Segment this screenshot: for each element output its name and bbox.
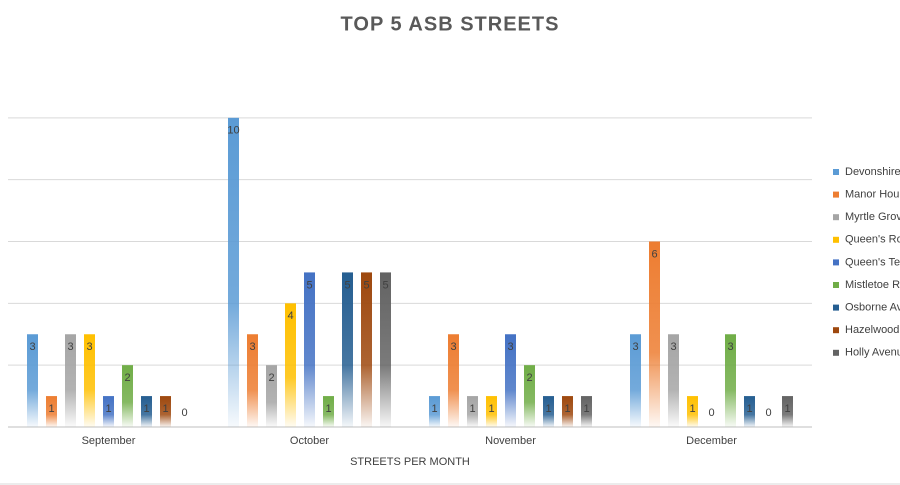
data-label: 1 xyxy=(488,403,494,415)
data-label: 4 xyxy=(287,310,293,322)
data-label: 0 xyxy=(765,407,771,419)
data-label: 2 xyxy=(268,372,274,384)
bar xyxy=(247,334,258,427)
bar xyxy=(84,334,95,427)
data-label: 1 xyxy=(162,403,168,415)
legend-label: Queen's Te xyxy=(845,256,900,268)
data-label: 5 xyxy=(306,279,312,291)
bar xyxy=(630,334,641,427)
bar xyxy=(649,241,660,427)
bar xyxy=(380,272,391,427)
data-label: 1 xyxy=(564,403,570,415)
bar xyxy=(285,303,296,427)
data-label: 1 xyxy=(545,403,551,415)
data-label: 2 xyxy=(124,372,130,384)
data-label: 3 xyxy=(249,341,255,353)
bar xyxy=(782,396,793,427)
bar xyxy=(725,334,736,427)
legend-label: Hazelwood xyxy=(845,324,899,336)
legend-label: Queen's Ro xyxy=(845,234,900,246)
data-label: 1 xyxy=(431,403,437,415)
bar xyxy=(160,396,171,427)
bar xyxy=(744,396,755,427)
bar xyxy=(342,272,353,427)
bar xyxy=(448,334,459,427)
bar xyxy=(103,396,114,427)
data-label: 1 xyxy=(105,403,111,415)
bar xyxy=(122,365,133,427)
data-label: 5 xyxy=(344,279,350,291)
legend-swatch xyxy=(833,349,839,356)
bar xyxy=(687,396,698,427)
data-label: 1 xyxy=(746,403,752,415)
bar xyxy=(486,396,497,427)
x-tick-label: September xyxy=(82,435,136,447)
legend-swatch xyxy=(833,236,839,243)
legend-swatch xyxy=(833,327,839,334)
data-label: 3 xyxy=(727,341,733,353)
data-label: 3 xyxy=(632,341,638,353)
data-label: 0 xyxy=(708,407,714,419)
bar xyxy=(141,396,152,427)
bar xyxy=(46,396,57,427)
data-label: 10 xyxy=(227,125,239,137)
bar xyxy=(505,334,516,427)
legend-swatch xyxy=(833,191,839,198)
legend-swatch xyxy=(833,169,839,175)
bar xyxy=(266,365,277,427)
bar xyxy=(543,396,554,427)
data-label: 0 xyxy=(181,407,187,419)
legend-swatch xyxy=(833,304,839,311)
legend-label: Manor Hou xyxy=(845,189,899,201)
bar xyxy=(429,396,440,427)
data-label: 1 xyxy=(469,403,475,415)
data-label: 1 xyxy=(583,403,589,415)
legend-label: Myrtle Grov xyxy=(845,211,900,223)
data-label: 1 xyxy=(143,403,149,415)
bar xyxy=(228,117,239,427)
data-label: 3 xyxy=(86,341,92,353)
bar xyxy=(323,396,334,427)
x-tick-label: November xyxy=(485,435,536,447)
data-label: 1 xyxy=(325,403,331,415)
bar xyxy=(668,334,679,427)
legend-swatch xyxy=(833,214,839,221)
data-label: 1 xyxy=(689,403,695,415)
bar xyxy=(581,396,592,427)
data-label: 2 xyxy=(526,372,532,384)
bar xyxy=(65,334,76,427)
data-label: 1 xyxy=(48,403,54,415)
x-tick-label: October xyxy=(290,435,329,447)
data-label: 3 xyxy=(450,341,456,353)
data-label: 3 xyxy=(670,341,676,353)
legend-label: Osborne Av xyxy=(845,302,900,314)
bar xyxy=(467,396,478,427)
x-tick-label: December xyxy=(686,435,737,447)
legend-label: Holly Avenu xyxy=(845,347,900,359)
data-label: 5 xyxy=(382,279,388,291)
data-label: 3 xyxy=(507,341,513,353)
data-label: 1 xyxy=(784,403,790,415)
bar xyxy=(304,272,315,427)
bar xyxy=(27,334,38,427)
bar xyxy=(562,396,573,427)
bar xyxy=(524,365,535,427)
data-label: 3 xyxy=(29,341,35,353)
data-label: 6 xyxy=(651,248,657,260)
chart-title: TOP 5 ASB STREETS xyxy=(341,13,560,35)
legend-swatch xyxy=(833,282,839,288)
x-axis-title: STREETS PER MONTH xyxy=(350,456,470,468)
data-label: 3 xyxy=(67,341,73,353)
legend-label: Devonshire xyxy=(845,166,900,178)
legend-label: Mistletoe R xyxy=(845,279,900,291)
data-label: 5 xyxy=(363,279,369,291)
legend-swatch xyxy=(833,259,839,266)
bar xyxy=(361,272,372,427)
